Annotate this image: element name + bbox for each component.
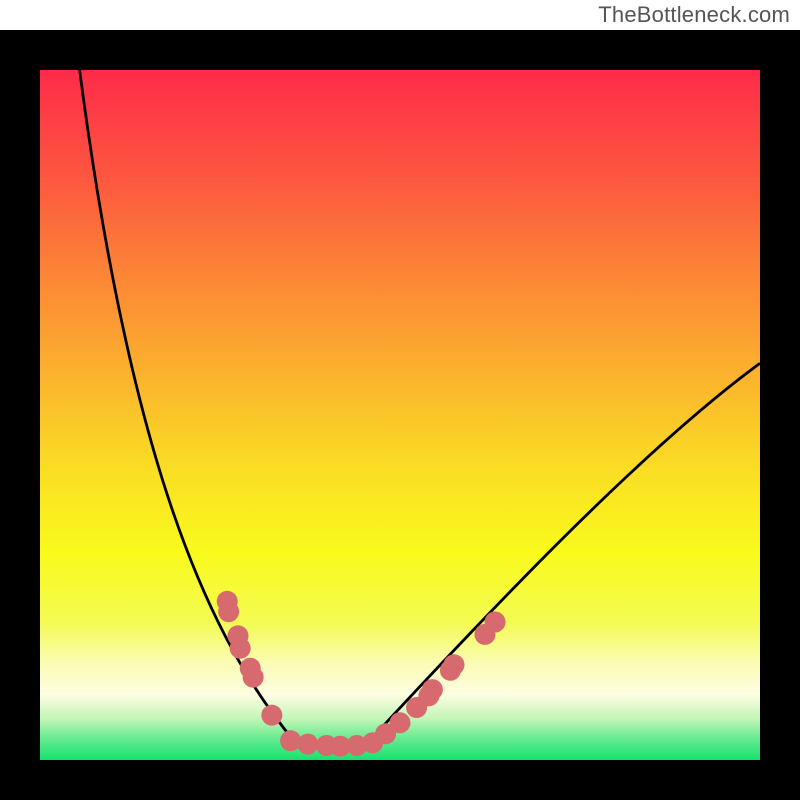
- data-marker: [444, 654, 465, 675]
- data-marker: [297, 734, 318, 755]
- data-marker: [390, 712, 411, 733]
- data-marker: [243, 667, 264, 688]
- data-marker: [261, 705, 282, 726]
- bottleneck-chart-svg: [0, 0, 800, 800]
- chart-container: [0, 0, 800, 800]
- data-marker: [230, 638, 251, 659]
- data-marker: [218, 601, 239, 622]
- plot-gradient-background: [40, 70, 760, 760]
- data-marker: [280, 730, 301, 751]
- data-marker: [485, 612, 506, 633]
- watermark-text: TheBottleneck.com: [598, 2, 790, 28]
- data-marker: [422, 679, 443, 700]
